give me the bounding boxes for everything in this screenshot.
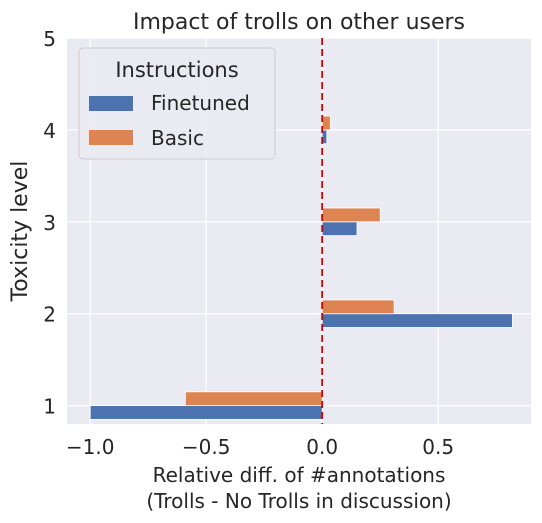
legend-label-finetuned: Finetuned: [151, 91, 250, 115]
x-tick-label: 0.0: [306, 435, 338, 459]
y-tick-label: 5: [43, 27, 56, 51]
y-tick-label: 1: [43, 395, 56, 419]
legend-label-basic: Basic: [151, 126, 204, 150]
y-axis-label: Toxicity level: [8, 161, 33, 303]
bar-finetuned-level-3: [321, 221, 358, 236]
x-axis-label-line-1: Relative diff. of #annotations: [153, 463, 446, 487]
x-axis-label-line-2: (Trolls - No Trolls in discussion): [146, 489, 451, 513]
legend-title: Instructions: [115, 58, 238, 82]
legend-swatch-finetuned: [89, 96, 133, 111]
legend-swatch-basic: [89, 130, 133, 145]
bar-finetuned-level-1: [89, 405, 323, 420]
y-ticks: 1 2 3 4 5: [43, 27, 56, 419]
bar-basic-level-3: [321, 207, 381, 223]
bar-finetuned-level-2: [321, 313, 513, 328]
x-tick-label: −0.5: [182, 435, 231, 459]
bar-basic-level-4: [321, 115, 331, 131]
y-tick-label: 3: [43, 211, 56, 235]
chart-title: Impact of trolls on other users: [133, 10, 465, 35]
x-ticks: −1.0 −0.5 0.0 0.5: [66, 435, 454, 459]
x-tick-label: −1.0: [66, 435, 115, 459]
bar-basic-level-1: [184, 391, 323, 407]
bar-basic-level-2: [321, 299, 395, 315]
y-tick-label: 4: [43, 119, 56, 143]
legend: Instructions Finetuned Basic: [78, 47, 276, 160]
y-tick-label: 2: [43, 303, 56, 327]
x-tick-label: 0.5: [422, 435, 454, 459]
